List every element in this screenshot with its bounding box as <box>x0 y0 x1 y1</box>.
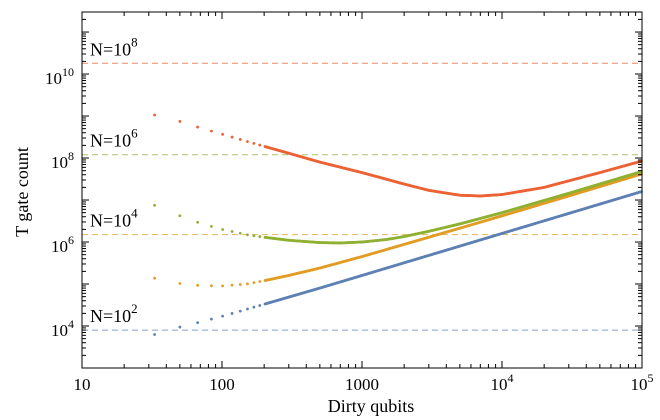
data-point <box>258 235 262 238</box>
data-point <box>252 281 256 285</box>
data-point <box>221 132 225 136</box>
data-point <box>209 284 213 288</box>
data-point <box>209 224 213 228</box>
y-tick-label: 104 <box>51 317 74 340</box>
data-point <box>246 233 249 237</box>
data-point <box>178 120 182 123</box>
data-point <box>178 325 182 329</box>
series-4 <box>153 113 643 198</box>
x-tick-label: 105 <box>631 371 654 394</box>
data-point <box>238 138 242 141</box>
y-axis-title: T gate count <box>12 147 32 237</box>
x-tick-label: 104 <box>491 371 514 394</box>
series-1 <box>153 190 643 336</box>
data-point <box>230 230 234 233</box>
plot-border <box>81 11 643 369</box>
data-point <box>153 333 156 336</box>
x-axis-title: Dirty qubits <box>328 396 415 416</box>
data-point <box>196 321 200 324</box>
data-point <box>252 234 256 238</box>
series-3 <box>153 170 643 245</box>
data-point <box>196 125 200 129</box>
data-point <box>178 282 182 285</box>
data-point <box>230 312 234 315</box>
plot-frame <box>81 11 643 369</box>
data-point <box>246 307 249 311</box>
data-point <box>196 283 200 287</box>
series-label-4: N=108 <box>90 34 138 59</box>
data-point <box>238 231 242 235</box>
data-point <box>221 228 225 231</box>
y-tick-label: 108 <box>51 149 74 172</box>
data-point <box>153 276 156 280</box>
series-label-1: N=102 <box>90 301 138 326</box>
data-point <box>258 304 262 307</box>
reference-lines <box>82 62 642 331</box>
data-point <box>230 135 234 139</box>
series-label-3: N=106 <box>90 126 138 151</box>
data-point <box>252 305 256 309</box>
data-point <box>178 214 182 218</box>
data-point <box>209 129 213 133</box>
series-labels: N=102 N=104 N=106 N=108 <box>90 34 138 326</box>
x-tick-label: 10 <box>74 375 91 394</box>
data-point <box>221 284 225 288</box>
y-tick-label: 1010 <box>45 65 74 88</box>
data-point <box>238 283 242 286</box>
data-point <box>209 317 213 321</box>
data-point <box>221 314 225 318</box>
data-point <box>252 141 256 145</box>
data-point <box>258 143 262 147</box>
x-tick-label: 1000 <box>345 375 379 394</box>
data-point <box>230 283 234 287</box>
y-tick-label: 106 <box>51 233 74 256</box>
data-point <box>153 203 156 207</box>
data-point <box>196 220 200 224</box>
data-point <box>238 309 242 313</box>
data-point <box>246 140 249 143</box>
data-point <box>258 280 262 283</box>
x-tick-label: 100 <box>209 375 235 394</box>
data-point <box>153 113 156 117</box>
axis-ticks: 10 100 1000 104 105 104 106 108 1010 <box>45 11 654 394</box>
series-layer <box>153 113 643 336</box>
data-point <box>246 282 249 286</box>
series-2 <box>153 172 643 288</box>
series-label-2: N=104 <box>90 206 138 231</box>
